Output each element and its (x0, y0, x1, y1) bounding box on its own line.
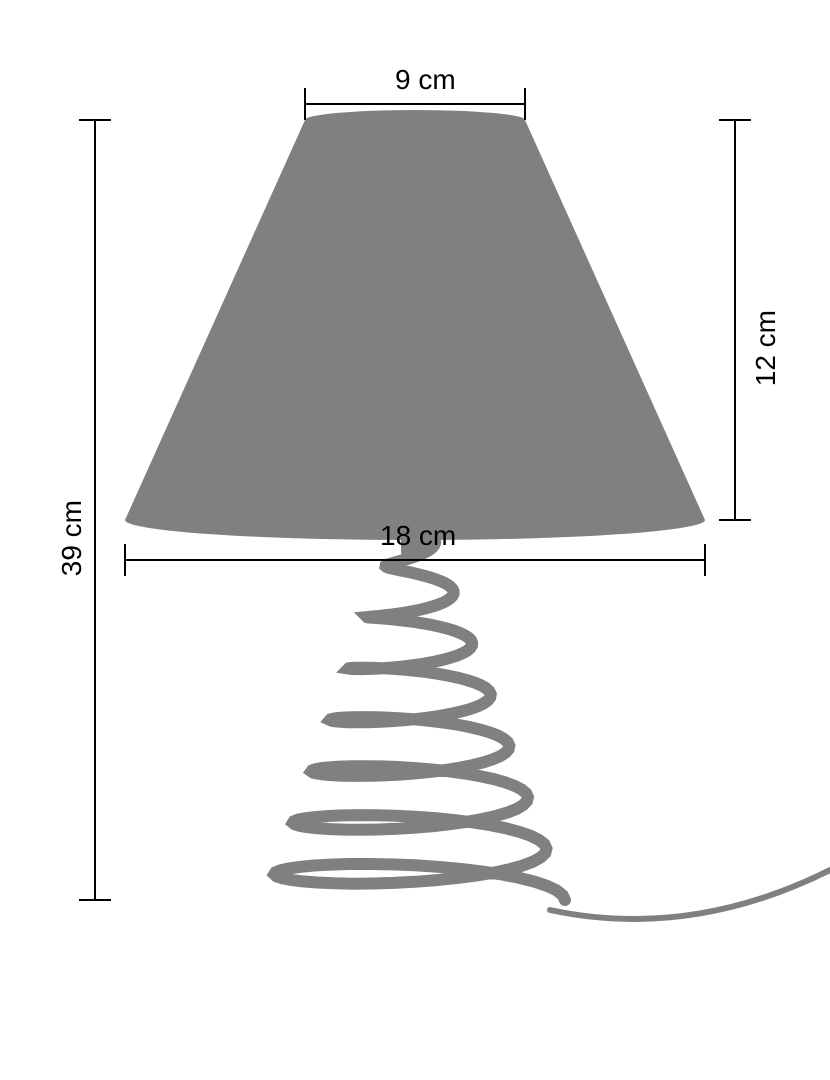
dim-label-shade-width: 18 cm (380, 522, 456, 550)
dim-label-total-height: 39 cm (58, 500, 86, 576)
power-cord (550, 870, 830, 919)
dim-label-shade-height: 12 cm (752, 310, 780, 386)
lamp-shade (125, 110, 705, 540)
dim-label-top-width: 9 cm (395, 66, 456, 94)
lamp-dimension-diagram: 9 cm 18 cm 12 cm 39 cm (0, 0, 830, 1080)
lamp-spiral-base (274, 540, 565, 900)
